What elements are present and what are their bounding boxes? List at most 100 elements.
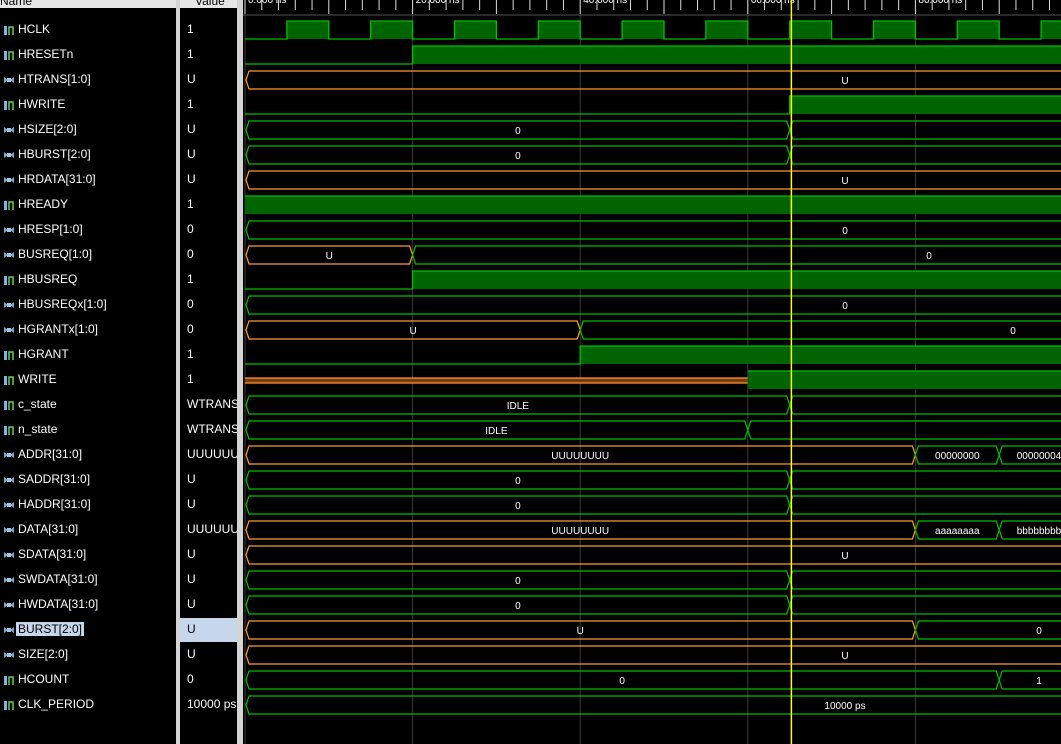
bus-icon bbox=[4, 452, 14, 458]
signal-name-label: BUSREQ[1:0] bbox=[18, 247, 93, 261]
signal-row-hwdata[interactable]: HWDATA[31:0] bbox=[0, 593, 176, 617]
signal-row-hbusreq[interactable]: HBUSREQ bbox=[0, 268, 176, 292]
signal-name-label: HCOUNT bbox=[18, 672, 70, 686]
signal-row-write[interactable]: WRITE bbox=[0, 368, 176, 392]
signal-value-hready: 1 bbox=[180, 193, 237, 217]
hclk-high-segment bbox=[370, 21, 413, 39]
signal-row-burst[interactable]: BURST[2:0] bbox=[0, 618, 176, 642]
data-segment bbox=[998, 520, 1061, 540]
bus-icon bbox=[4, 327, 14, 333]
signal-name-label: HREADY bbox=[18, 197, 69, 211]
signal-name-label: SDATA[31:0] bbox=[18, 547, 87, 561]
signal-row-busreq[interactable]: BUSREQ[1:0] bbox=[0, 243, 176, 267]
signal-row-addr[interactable]: ADDR[31:0] bbox=[0, 443, 176, 467]
signal-row-haddr[interactable]: HADDR[31:0] bbox=[0, 493, 176, 517]
time-ruler-label: 60.000 ns bbox=[751, 0, 795, 6]
signal-value-hresetn: 1 bbox=[180, 43, 237, 67]
bus-icon bbox=[4, 77, 14, 83]
signal-value-saddr: U bbox=[180, 468, 237, 492]
size-segment bbox=[245, 645, 1061, 665]
signal-row-hgrantx[interactable]: HGRANTx[1:0] bbox=[0, 318, 176, 342]
signal-row-hgrant[interactable]: HGRANT bbox=[0, 343, 176, 367]
value-column-header[interactable]: Value bbox=[180, 0, 237, 8]
signal-name-label: HWRITE bbox=[18, 97, 66, 111]
signal-name-label: HGRANT bbox=[18, 347, 69, 361]
signal-row-saddr[interactable]: SADDR[31:0] bbox=[0, 468, 176, 492]
signal-value-hbusreqx: 0 bbox=[180, 293, 237, 317]
signal-row-htrans[interactable]: HTRANS[1:0] bbox=[0, 68, 176, 92]
signal-row-hrdata[interactable]: HRDATA[31:0] bbox=[0, 168, 176, 192]
signal-row-hsize[interactable]: HSIZE[2:0] bbox=[0, 118, 176, 142]
hgrantx-segment bbox=[579, 320, 1061, 340]
signal-value-c_state: WTRANS bbox=[180, 393, 237, 417]
signal-row-data[interactable]: DATA[31:0] bbox=[0, 518, 176, 542]
signal-name-label: c_state bbox=[18, 397, 57, 411]
bit-icon bbox=[4, 201, 14, 210]
signal-row-hwrite[interactable]: HWRITE bbox=[0, 93, 176, 117]
signal-name-label: HGRANTx[1:0] bbox=[18, 322, 99, 336]
signal-value-size: U bbox=[180, 643, 237, 667]
signal-value-text: 0 bbox=[187, 247, 194, 261]
signal-name-label: n_state bbox=[18, 422, 58, 436]
signal-value-text: 1 bbox=[187, 97, 194, 111]
signal-value-sdata: U bbox=[180, 543, 237, 567]
hready-high-segment bbox=[245, 196, 1061, 214]
data-value-label: bbbbbbbb bbox=[1017, 526, 1061, 537]
bus-icon bbox=[4, 177, 14, 183]
bus-icon bbox=[4, 652, 14, 658]
waveform-panel[interactable]: 0.000 ns 20.000 ns 40.000 ns 60.000 ns 80.00… bbox=[243, 0, 1061, 744]
bus-icon bbox=[4, 252, 14, 258]
signal-value-text: UUUUUU bbox=[187, 522, 237, 536]
signal-value-text: 1 bbox=[187, 347, 194, 361]
bit-icon bbox=[4, 26, 14, 35]
bus-icon bbox=[4, 502, 14, 508]
signal-row-hclk[interactable]: HCLK bbox=[0, 18, 176, 42]
bus-icon bbox=[4, 602, 14, 608]
signal-row-hresetn[interactable]: HRESETn bbox=[0, 43, 176, 67]
signal-row-c_state[interactable]: c_state bbox=[0, 393, 176, 417]
addr-segment bbox=[998, 445, 1061, 465]
signal-row-sdata[interactable]: SDATA[31:0] bbox=[0, 543, 176, 567]
signal-row-hburst[interactable]: HBURST[2:0] bbox=[0, 143, 176, 167]
hclk-high-segment bbox=[957, 21, 1000, 39]
c-state-segment bbox=[789, 395, 1061, 415]
signal-row-swdata[interactable]: SWDATA[31:0] bbox=[0, 568, 176, 592]
addr-value-label: UUUUUUUU bbox=[551, 451, 609, 462]
hwrite-high-segment bbox=[789, 96, 1061, 114]
signal-value-text: 1 bbox=[187, 22, 194, 36]
signal-row-hcount[interactable]: HCOUNT bbox=[0, 668, 176, 692]
hbusreqx-value-label: 0 bbox=[842, 301, 848, 312]
signal-name-label: HRESETn bbox=[18, 47, 74, 61]
signal-name-label: SIZE[2:0] bbox=[18, 647, 69, 661]
signal-row-hresp[interactable]: HRESP[1:0] bbox=[0, 218, 176, 242]
addr-value-label: 00000000 bbox=[935, 451, 980, 462]
saddr-value-label: 0 bbox=[515, 476, 521, 487]
signal-value-text: 0 bbox=[187, 222, 194, 236]
signal-row-hbusreqx[interactable]: HBUSREQx[1:0] bbox=[0, 293, 176, 317]
signal-name-label: HBUSREQx[1:0] bbox=[18, 297, 107, 311]
signal-value-text: U bbox=[187, 622, 196, 636]
signal-value-addr: UUUUUU bbox=[180, 443, 237, 467]
bit-icon bbox=[4, 676, 14, 685]
name-column-header[interactable]: Name bbox=[0, 0, 176, 8]
signal-name-label: HTRANS[1:0] bbox=[18, 72, 91, 86]
signal-name-label: SWDATA[31:0] bbox=[18, 572, 98, 586]
signal-row-size[interactable]: SIZE[2:0] bbox=[0, 643, 176, 667]
column-divider[interactable] bbox=[237, 0, 243, 744]
signal-name-label: HSIZE[2:0] bbox=[18, 122, 77, 136]
signal-row-n_state[interactable]: n_state bbox=[0, 418, 176, 442]
hgrant-high-segment bbox=[580, 346, 1061, 364]
signal-row-hready[interactable]: HREADY bbox=[0, 193, 176, 217]
hgrant-trace bbox=[245, 345, 1061, 365]
signal-value-text: U bbox=[187, 172, 196, 186]
hclk-high-segment bbox=[622, 21, 664, 39]
signal-value-text: U bbox=[187, 497, 196, 511]
hcount-value-label: 1 bbox=[1036, 676, 1042, 687]
write-undefined-segment bbox=[245, 378, 748, 383]
hclk-high-segment bbox=[538, 21, 581, 39]
bit-icon bbox=[4, 351, 14, 360]
htrans-segment bbox=[245, 70, 1061, 90]
burst-value-label: U bbox=[577, 626, 584, 637]
column-divider[interactable] bbox=[176, 0, 180, 744]
signal-row-clk_period[interactable]: CLK_PERIOD bbox=[0, 693, 176, 717]
